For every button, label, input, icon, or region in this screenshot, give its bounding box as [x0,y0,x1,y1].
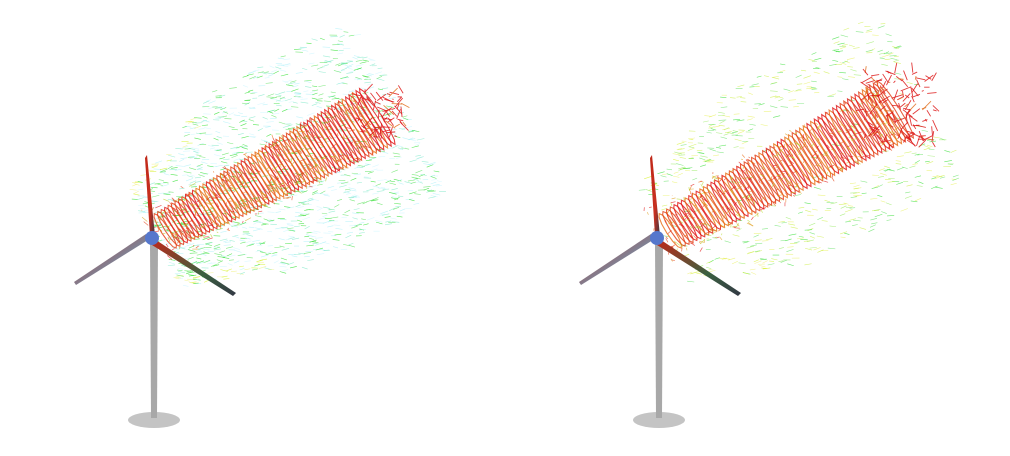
turbine-tower [655,242,663,418]
wake-breakdown-region [351,83,410,139]
turbine-hub [145,231,159,245]
wind-turbine [74,155,236,428]
left-wake-visualization [74,28,446,428]
wind-turbine [579,155,741,428]
right-wake-visualization [579,21,960,428]
wake-helical-core [643,79,915,262]
turbine-blade [579,234,653,285]
turbine-tower [150,242,158,418]
turbine-blade [74,234,148,285]
turbine-blade [152,240,236,296]
turbine-blade [650,155,660,236]
turbine-base [128,412,180,428]
wake-helical-core [141,87,396,260]
left-simulation-view [74,28,446,428]
wake-envelope-streaks [638,21,960,283]
wake-breakdown-region [855,62,940,149]
right-simulation-view [505,0,1010,456]
turbine-blade [657,240,741,296]
turbine-base [633,412,685,428]
turbine-hub [650,231,664,245]
turbine-blade [145,155,155,236]
